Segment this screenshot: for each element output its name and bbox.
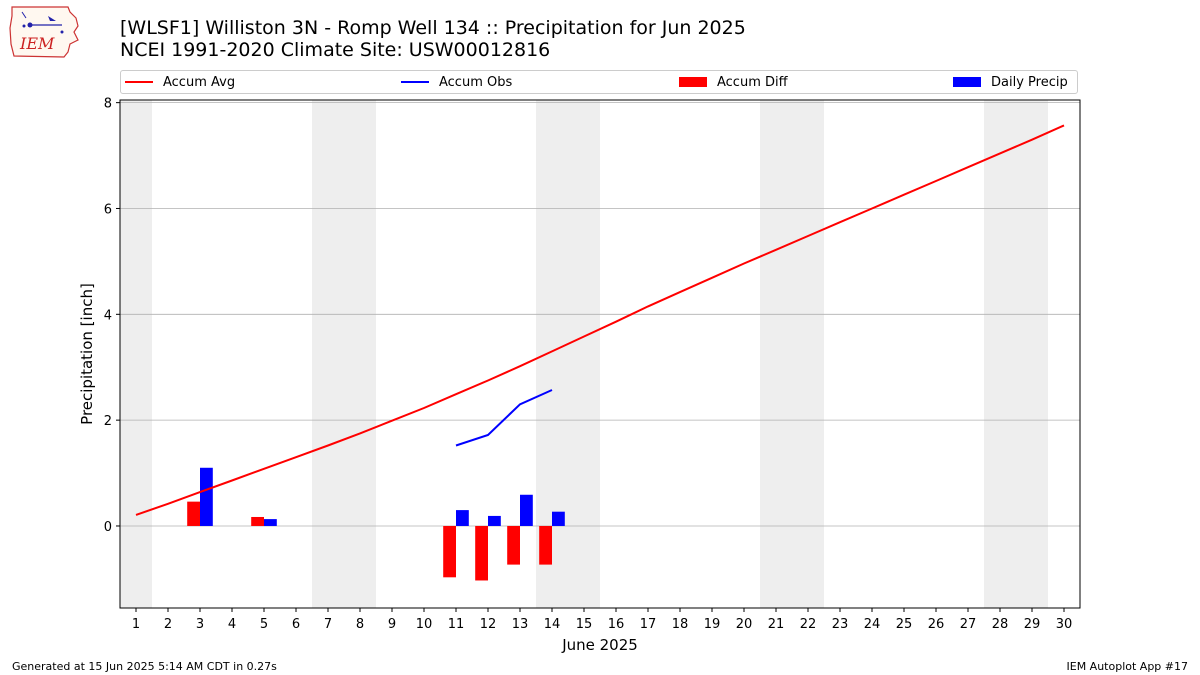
chart-subtitle: NCEI 1991-2020 Climate Site: USW00012816 bbox=[120, 39, 551, 61]
x-tick-label-22: 22 bbox=[800, 617, 817, 632]
weekend-shade-3 bbox=[760, 100, 824, 608]
daily-precip-bar-5 bbox=[264, 519, 277, 526]
legend-item-accum-obs: Accum Obs bbox=[401, 71, 512, 93]
daily-precip-bar-13 bbox=[520, 494, 533, 526]
x-tick-label-20: 20 bbox=[736, 617, 753, 632]
footer-generated-text: Generated at 15 Jun 2025 5:14 AM CDT in … bbox=[12, 660, 277, 673]
x-tick-label-23: 23 bbox=[832, 617, 849, 632]
x-tick-label-13: 13 bbox=[512, 617, 529, 632]
x-tick-label-6: 6 bbox=[292, 617, 300, 632]
footer-app-text: IEM Autoplot App #17 bbox=[1066, 660, 1189, 673]
legend-label-accum-avg: Accum Avg bbox=[163, 74, 236, 90]
plot-frame bbox=[119, 99, 1081, 609]
x-tick-label-3: 3 bbox=[196, 617, 204, 632]
weekend-shade-0 bbox=[120, 100, 152, 608]
x-tick-label-30: 30 bbox=[1056, 617, 1073, 632]
y-axis-label: Precipitation [inch] bbox=[78, 283, 96, 425]
x-tick-label-8: 8 bbox=[356, 617, 364, 632]
x-tick-label-21: 21 bbox=[768, 617, 785, 632]
y-tick-label-6: 6 bbox=[104, 202, 112, 217]
y-tick-label-0: 0 bbox=[104, 520, 112, 535]
x-tick-label-18: 18 bbox=[672, 617, 689, 632]
daily-precip-bar-3 bbox=[200, 467, 213, 526]
legend-label-accum-obs: Accum Obs bbox=[439, 74, 513, 90]
y-tick-label-4: 4 bbox=[104, 308, 112, 323]
x-tick-label-9: 9 bbox=[388, 617, 396, 632]
x-tick-label-24: 24 bbox=[864, 617, 881, 632]
chart-title: [WLSF1] Williston 3N - Romp Well 134 :: … bbox=[120, 17, 746, 39]
x-tick-label-17: 17 bbox=[640, 617, 657, 632]
x-tick-label-19: 19 bbox=[704, 617, 721, 632]
x-tick-label-26: 26 bbox=[928, 617, 945, 632]
legend-swatch-accum-avg bbox=[125, 81, 153, 83]
x-tick-label-16: 16 bbox=[608, 617, 625, 632]
legend-swatch-daily-precip bbox=[953, 77, 981, 87]
y-tick-label-2: 2 bbox=[104, 414, 112, 429]
x-tick-label-12: 12 bbox=[480, 617, 497, 632]
x-axis-label: June 2025 bbox=[561, 636, 638, 654]
legend-swatch-accum-diff bbox=[679, 77, 707, 87]
legend-item-accum-diff: Accum Diff bbox=[679, 71, 788, 93]
legend-item-daily-precip: Daily Precip bbox=[953, 71, 1068, 93]
x-tick-label-15: 15 bbox=[576, 617, 593, 632]
legend-swatch-accum-obs bbox=[401, 81, 429, 83]
daily-precip-bar-14 bbox=[552, 511, 565, 526]
x-tick-label-14: 14 bbox=[544, 617, 561, 632]
x-tick-label-5: 5 bbox=[260, 617, 268, 632]
daily-precip-bar-12 bbox=[488, 515, 501, 526]
accum-diff-bar-11 bbox=[443, 525, 456, 578]
accum-diff-bar-13 bbox=[507, 525, 520, 565]
x-tick-label-25: 25 bbox=[896, 617, 913, 632]
logo-text: IEM bbox=[19, 34, 55, 53]
daily-precip-bar-11 bbox=[456, 510, 469, 526]
accum-diff-bar-3 bbox=[187, 501, 200, 526]
x-tick-label-1: 1 bbox=[132, 617, 140, 632]
x-tick-label-7: 7 bbox=[324, 617, 332, 632]
accum-diff-bar-14 bbox=[539, 525, 552, 565]
x-tick-label-4: 4 bbox=[228, 617, 236, 632]
y-tick-label-8: 8 bbox=[104, 97, 112, 112]
x-tick-label-11: 11 bbox=[448, 617, 465, 632]
x-tick-label-29: 29 bbox=[1024, 617, 1041, 632]
accum-diff-bar-5 bbox=[251, 516, 264, 526]
legend-label-accum-diff: Accum Diff bbox=[717, 74, 788, 90]
weekend-shade-1 bbox=[312, 100, 376, 608]
chart-legend: Accum Avg Accum Obs Accum Diff Daily Pre… bbox=[120, 70, 1078, 94]
accum-diff-bar-12 bbox=[475, 525, 488, 581]
accum-obs-line bbox=[455, 389, 553, 447]
weekend-shade-4 bbox=[984, 100, 1048, 608]
x-tick-label-28: 28 bbox=[992, 617, 1009, 632]
accum-avg-line bbox=[135, 124, 1065, 516]
x-tick-label-10: 10 bbox=[416, 617, 433, 632]
legend-label-daily-precip: Daily Precip bbox=[991, 74, 1068, 90]
x-tick-label-27: 27 bbox=[960, 617, 977, 632]
iem-logo: IEM bbox=[9, 6, 79, 58]
legend-item-accum-avg: Accum Avg bbox=[125, 71, 235, 93]
x-tick-label-2: 2 bbox=[164, 617, 172, 632]
